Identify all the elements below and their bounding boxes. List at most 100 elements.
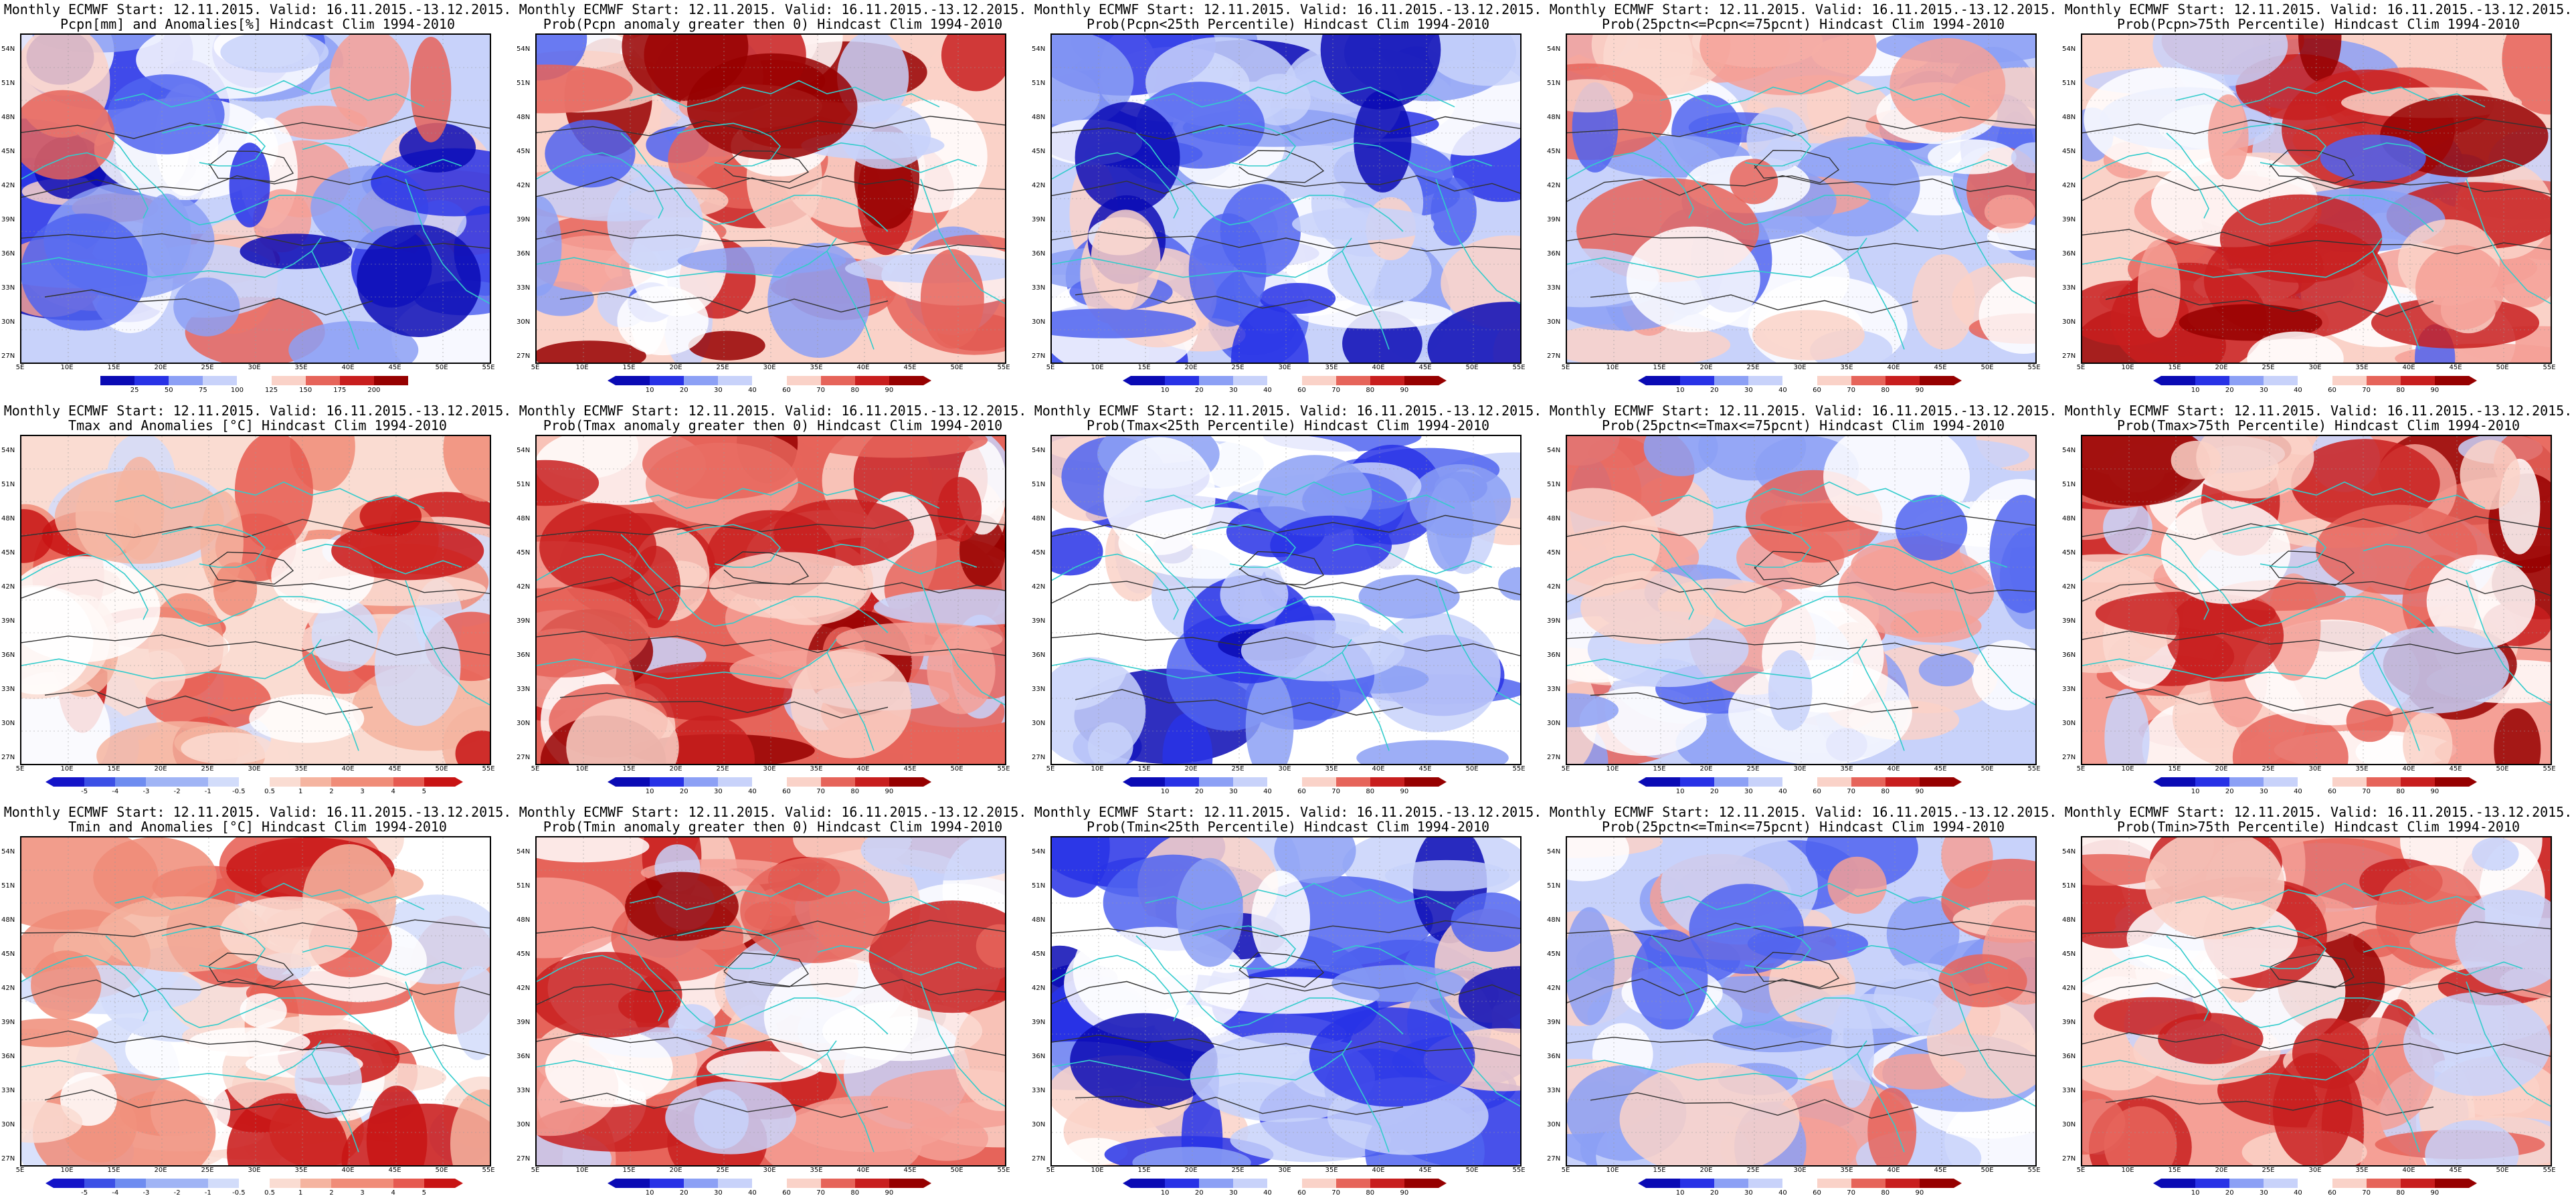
latitude-label: 30N [517,318,531,326]
contour-line [1567,578,2035,603]
colorbar-tick-label: 60 [1813,788,1821,795]
map-panel: Monthly ECMWF Start: 12.11.2015. Valid: … [515,803,1030,1204]
map-panel: Monthly ECMWF Start: 12.11.2015. Valid: … [1030,803,1546,1204]
latitude-label: 33N [2062,284,2076,292]
coastline [161,925,266,969]
field-shade [2320,134,2426,182]
colorbar-tick-label: 20 [1194,788,1204,795]
field-shade [1580,571,1717,645]
colorbar-segment [1165,376,1200,385]
longitude-label: 45E [388,364,401,371]
latitude-label: 45N [1,549,15,557]
latitude-label: 42N [2062,583,2076,591]
longitude-label: 15E [622,364,636,371]
contour-line [1052,1034,1520,1056]
map-area [1050,435,1522,765]
field-shade [709,552,868,619]
map-field [1567,436,2035,764]
field-shade [2247,331,2344,363]
colorbar-tick-label: -5 [81,788,88,795]
colorbar-tick-label: 0.5 [264,788,276,795]
map-area [20,435,491,765]
colorbar-tick-label: -0.5 [232,788,246,795]
longitude-label: 15E [1653,765,1666,773]
longitude-label: 50E [435,765,448,773]
latitude-label: 45N [1032,148,1046,155]
colorbar-tick-label: 20 [1194,1189,1204,1197]
field-shade [537,837,650,863]
colorbar-segment [1199,376,1234,385]
colorbar-tick-label: 10 [2191,387,2200,394]
coastline [1707,925,1812,969]
colorbar-segment [2366,777,2401,787]
colorbar-tick-label: 60 [1813,1189,1821,1197]
contour-line [723,551,810,585]
coastline [1262,195,1404,232]
colorbar-segment [1782,1179,1818,1188]
panel-title-line1: Monthly ECMWF Start: 12.11.2015. Valid: … [1034,804,1542,820]
colorbar-segment [2366,1179,2401,1188]
field-shade [1087,722,1133,764]
colorbar-segment [1680,777,1715,787]
latitude-label: 42N [1,182,15,189]
colorbar-tick-label: 2 [329,788,334,795]
contour-line [537,229,1005,254]
colorbar-segment [1165,1179,1200,1188]
colorbar-segment [2400,777,2435,787]
longitude-label: 45E [2449,364,2462,371]
coastline [1567,237,1867,278]
colorbar-segment [1680,1179,1715,1188]
colorbar-tick-label: 40 [2294,1189,2302,1197]
contour-line [1567,116,2035,137]
contour-line [44,1089,373,1114]
field-shade [905,1116,988,1161]
longitude-label: 10E [2121,1167,2134,1174]
contour-line [21,518,490,538]
field-shade [1132,1146,1251,1165]
contour-line [1590,1092,1919,1119]
colorbar: 10 20 30 40 60 70 80 90 [1638,777,1962,795]
contour-line [723,952,809,988]
colorbar-arrow-left [1123,1179,1131,1188]
latitude-label: 51N [517,882,531,890]
colorbar-tick-label: -1 [204,788,211,795]
colorbar-tick-label: 60 [1813,387,1821,394]
colorbar-tick-label: 60 [782,1189,791,1197]
coastline [2082,639,2383,680]
colorbar-segment [718,1179,753,1188]
coastline [114,80,425,108]
coastline [1950,981,2035,1107]
field-shade [2158,1013,2264,1064]
longitude-label: 55E [997,364,1010,371]
field-shade [642,436,804,500]
colorbar-segment [1267,376,1303,385]
colorbar-tick-label: 30 [2259,387,2268,394]
colorbar-segment [1748,1179,1783,1188]
coastline [1342,251,1390,350]
colorbar-tick-label: 10 [1675,1189,1685,1197]
coastline [1567,639,1867,680]
colorbar-segment [1748,376,1783,385]
coastline [1651,534,1778,627]
longitude-label: 40E [1887,765,1900,773]
coastline [2222,925,2327,969]
map-field [1567,837,2035,1165]
colorbar-arrow-right [2469,777,2477,787]
latitude-label: 51N [2062,882,2076,890]
latitude-label: 36N [1,1053,15,1060]
coastline [676,524,781,568]
colorbar-segment [1233,1179,1268,1188]
colorbar-segment [1851,376,1886,385]
latitude-label: 39N [1547,216,1561,223]
latitude-label: 39N [1,1019,15,1026]
colorbar-segment [2332,1179,2367,1188]
colorbar-segment [134,376,169,385]
colorbar-segment [373,376,409,385]
colorbar-tick-label: 60 [1297,387,1306,394]
coastline [2222,524,2327,568]
colorbar-tick-label: 30 [1744,387,1753,394]
colorbar-tick-label: 60 [2328,1189,2336,1197]
longitude-label: 55E [997,1167,1010,1174]
panel-title-line2: Prob(Pcpn>75th Percentile) Hindcast Clim… [2116,16,2520,32]
colorbar-tick-label: -2 [173,788,181,795]
